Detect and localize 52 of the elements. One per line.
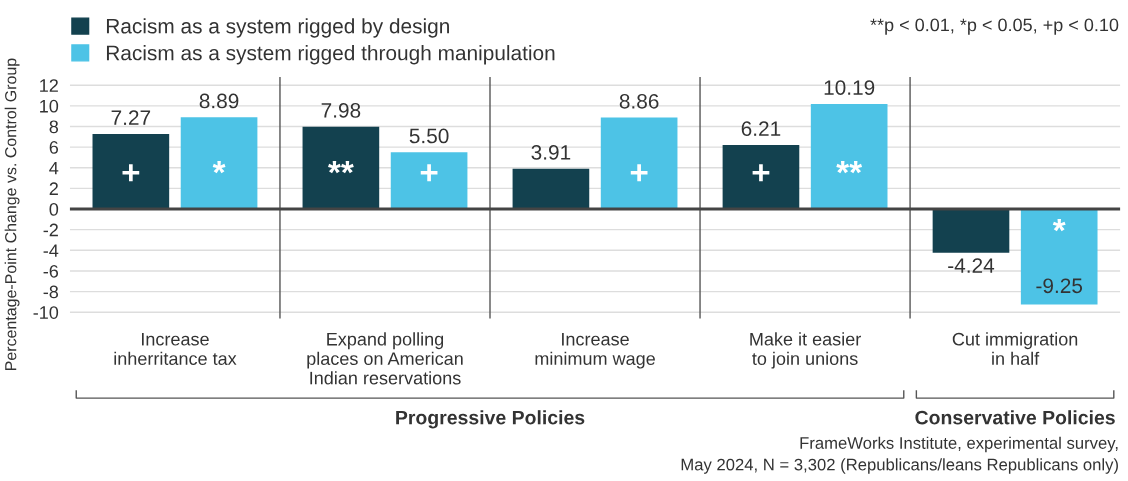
bar [180, 117, 258, 210]
annotation: * [212, 160, 226, 174]
bar [390, 152, 468, 210]
data-label: 7.98 [321, 103, 361, 118]
x-tick-label: Make it easier to join unions [750, 332, 861, 369]
annotation: + [630, 164, 648, 182]
y-tick-label: -2 [43, 223, 58, 237]
data-label: -9.25 [1036, 278, 1083, 294]
y-tick-label: 2 [49, 182, 58, 195]
data-label: 7.27 [111, 110, 151, 125]
bar [302, 126, 380, 210]
y-tick-label: 0 [49, 202, 59, 216]
legend-label: Racism as a system rigged by design [106, 18, 449, 38]
y-tick-label: -6 [43, 264, 59, 278]
x-tick-label: Increase minimum wage [535, 332, 655, 369]
bar [1020, 209, 1098, 305]
y-tick-label: 4 [49, 161, 59, 175]
data-label: -4.24 [948, 258, 995, 273]
data-label: 10.19 [824, 80, 875, 95]
annotation: ** [836, 160, 863, 174]
x-tick-label: Expand polling places on American Indian reservations [307, 332, 463, 385]
y-tick-label: -8 [43, 285, 59, 299]
data-label: 8.86 [619, 93, 659, 109]
data-label: 8.89 [199, 93, 239, 109]
annotation: ** [328, 160, 354, 174]
x-tick-label: Cut immigration in half [952, 332, 1078, 366]
annotation: + [122, 164, 140, 182]
bar [810, 103, 888, 210]
y-tick-label: -4 [43, 244, 59, 257]
y-tick-label: -10 [33, 306, 59, 319]
text: Progressive Policies [396, 410, 585, 429]
y-tick-label: 8 [49, 120, 59, 134]
bar [512, 168, 590, 210]
data-label: 5.50 [409, 128, 449, 144]
bar [92, 134, 170, 210]
y-tick-label: 6 [49, 141, 59, 154]
y-tick-label: 10 [40, 99, 59, 113]
legend-label: Racism as a system rigged through manipulation [106, 45, 555, 65]
text: FrameWorks Institute, experimental survey, May 2024, N = 3,302 (Republicans/leans Republicans only) [681, 436, 1118, 474]
annotation: + [752, 164, 770, 182]
y-tick-label: 12 [40, 79, 58, 92]
x-tick-label: Increase inherritance tax [114, 332, 237, 366]
bar [932, 209, 1010, 253]
data-label: 3.91 [531, 145, 571, 160]
text: Conservative Policies [915, 410, 1115, 425]
text: **p < 0.01, *p < 0.05, +p < 0.10 [870, 18, 1119, 35]
bar [600, 117, 678, 210]
data-label: 6.21 [741, 121, 781, 137]
annotation: + [420, 164, 438, 182]
annotation: * [1052, 218, 1066, 232]
bar [722, 144, 800, 210]
y-axis-title: Percentage-Point Change vs. Control Group [4, 58, 20, 370]
